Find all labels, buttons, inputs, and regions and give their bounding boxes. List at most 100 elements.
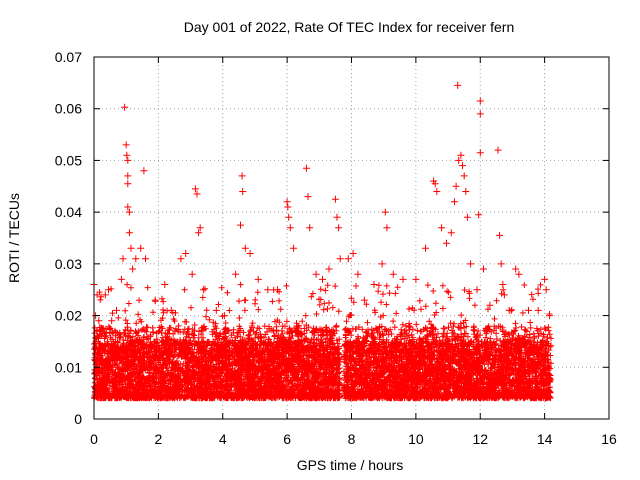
roti-point	[515, 270, 523, 278]
roti-point	[467, 260, 475, 268]
y-axis-label: ROTI / TECUs	[6, 193, 22, 283]
roti-bulk-markers	[91, 281, 554, 402]
x-tick-label: 8	[348, 431, 356, 447]
roti-point	[220, 312, 228, 320]
roti-point	[302, 164, 310, 172]
roti-point	[333, 213, 341, 221]
roti-point	[125, 208, 133, 216]
roti-point	[195, 229, 203, 237]
roti-point	[475, 211, 483, 219]
y-tick-label: 0.05	[55, 152, 82, 168]
roti-point	[188, 270, 196, 278]
x-tick-label: 12	[472, 431, 488, 447]
roti-point	[463, 213, 471, 221]
data-points	[90, 81, 554, 402]
roti-point	[129, 265, 137, 273]
roti-point	[399, 275, 407, 283]
roti-point	[124, 180, 132, 188]
roti-point	[237, 221, 244, 229]
x-tick-label: 6	[283, 431, 291, 447]
roti-point	[119, 255, 127, 263]
axis-ticks	[93, 56, 610, 420]
roti-point	[443, 239, 450, 247]
roti-point	[238, 172, 246, 180]
roti-point	[286, 224, 294, 232]
x-tick-label: 0	[90, 431, 98, 447]
roti-point	[389, 270, 397, 278]
roti-point	[125, 229, 133, 237]
roti-point	[331, 195, 339, 203]
roti-point	[500, 291, 508, 299]
roti-point	[193, 190, 201, 198]
roti-point	[304, 193, 312, 201]
roti-point	[454, 81, 462, 89]
x-tick-label: 4	[219, 431, 227, 447]
roti-point	[123, 151, 131, 159]
roti-point	[534, 306, 542, 314]
x-tick-label: 16	[601, 431, 617, 447]
y-tick-labels: 0 0.01 0.02 0.03 0.04 0.05 0.06 0.07	[55, 49, 82, 427]
roti-point	[306, 224, 314, 232]
roti-point	[451, 198, 458, 206]
y-tick-label: 0.02	[55, 308, 82, 324]
roti-point	[196, 224, 204, 232]
roti-point	[140, 167, 148, 175]
roti-point	[121, 103, 129, 111]
roti-point	[486, 301, 494, 309]
chart-title: Day 001 of 2022, Rate Of TEC Index for r…	[184, 19, 514, 35]
roti-point	[113, 306, 120, 314]
roti-point	[151, 296, 159, 304]
roti-point	[241, 244, 249, 252]
roti-point	[161, 281, 169, 288]
roti-point	[117, 275, 125, 283]
roti-point	[101, 291, 109, 299]
roti-point	[431, 180, 439, 188]
roti-point	[452, 182, 460, 190]
roti-point	[137, 244, 145, 252]
grid-lines	[94, 57, 609, 419]
roti-point	[199, 286, 207, 294]
roti-point	[284, 203, 292, 211]
x-tick-label: 10	[408, 431, 424, 447]
roti-point	[191, 185, 199, 193]
roti-point	[457, 151, 465, 159]
roti-point	[177, 255, 185, 263]
roti-point	[95, 317, 103, 325]
y-tick-label: 0.07	[55, 49, 82, 65]
roti-point	[132, 255, 140, 263]
roti-point	[462, 188, 470, 195]
x-tick-label: 2	[154, 431, 162, 447]
roti-point	[460, 172, 468, 180]
roti-point	[412, 275, 420, 283]
roti-point	[541, 275, 549, 283]
y-tick-label: 0.06	[55, 101, 82, 117]
roti-point	[124, 172, 132, 180]
y-tick-label: 0	[74, 411, 82, 427]
roti-point	[525, 306, 532, 314]
roti-point	[254, 275, 262, 283]
roti-point	[433, 188, 441, 195]
roti-point	[182, 250, 190, 257]
roti-point	[232, 270, 240, 278]
roti-point	[360, 296, 368, 304]
y-tick-label: 0.04	[55, 204, 82, 220]
roti-point	[476, 149, 484, 157]
roti-point	[494, 146, 502, 154]
roti-point	[455, 156, 463, 164]
roti-point	[264, 286, 272, 294]
x-tick-label: 14	[537, 431, 553, 447]
roti-point	[422, 244, 429, 252]
roti-point	[473, 286, 481, 294]
roti-point	[124, 203, 132, 211]
roti-point	[505, 306, 513, 314]
y-tick-label: 0.01	[55, 359, 82, 375]
roti-point	[312, 270, 320, 278]
y-tick-label: 0.03	[55, 256, 82, 272]
roti-point	[319, 275, 326, 283]
roti-point	[274, 286, 281, 294]
roti-point	[480, 265, 487, 273]
roti-point	[105, 286, 112, 294]
roti-point	[336, 255, 344, 263]
roti-point	[370, 281, 378, 288]
roti-point	[127, 244, 135, 252]
